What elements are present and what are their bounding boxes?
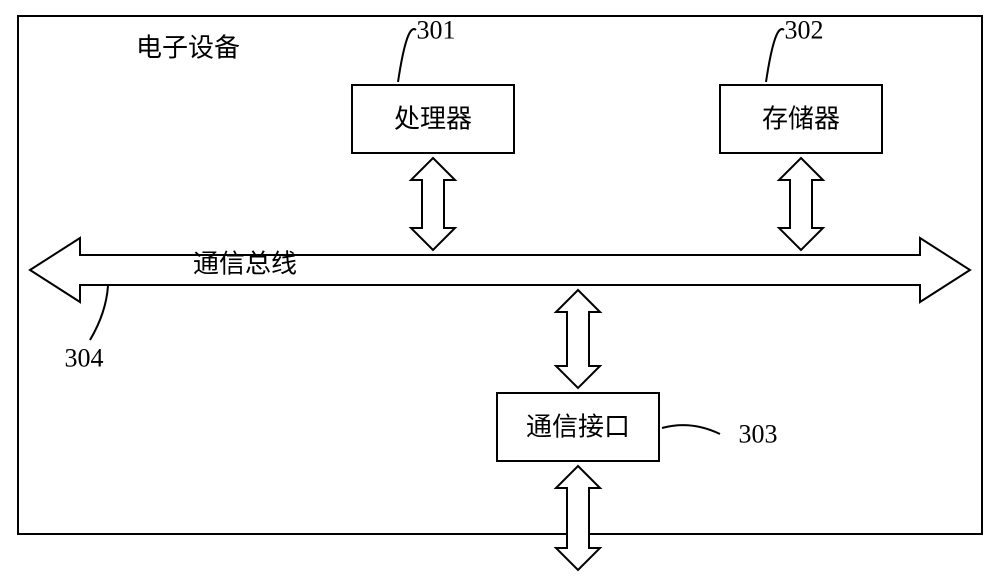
bus-arrow <box>30 238 970 302</box>
bus-label: 通信总线 <box>193 250 297 279</box>
ref-comm_if: 303 <box>739 420 778 449</box>
node-comm_if-label: 通信接口 <box>526 413 630 442</box>
node-memory-label: 存储器 <box>762 105 840 134</box>
leader-comm_if <box>662 425 720 434</box>
leader-processor <box>398 29 416 82</box>
varrow-bus_to_commif <box>556 290 600 388</box>
bus-ref-leader <box>90 286 108 340</box>
leader-memory <box>766 29 784 82</box>
varrow-commif_out <box>556 466 600 570</box>
ref-memory: 302 <box>785 16 824 45</box>
varrow-processor_to_bus <box>411 158 455 250</box>
diagram-title: 电子设备 <box>136 34 240 63</box>
ref-processor: 301 <box>417 16 456 45</box>
node-processor-label: 处理器 <box>394 105 472 134</box>
bus-ref: 304 <box>65 344 104 373</box>
varrow-memory_to_bus <box>779 158 823 250</box>
